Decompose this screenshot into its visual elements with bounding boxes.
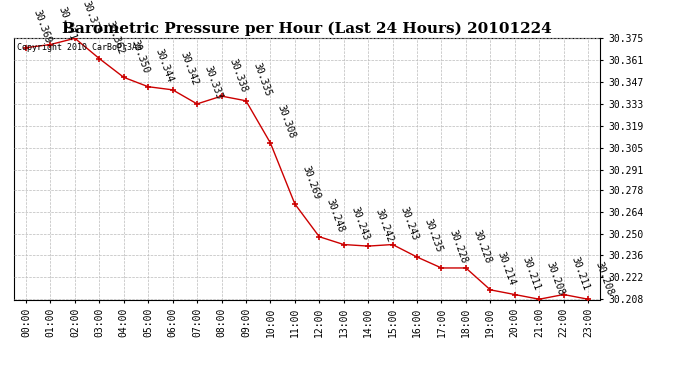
Text: 30.211: 30.211 [520, 255, 542, 292]
Text: 30.211: 30.211 [569, 255, 591, 292]
Text: 30.208: 30.208 [545, 260, 566, 297]
Text: 30.362: 30.362 [105, 19, 126, 56]
Title: Barometric Pressure per Hour (Last 24 Hours) 20101224: Barometric Pressure per Hour (Last 24 Ho… [62, 22, 552, 36]
Text: 30.338: 30.338 [227, 57, 248, 93]
Text: 30.235: 30.235 [422, 218, 444, 254]
Text: 30.371: 30.371 [56, 5, 77, 42]
Text: 30.243: 30.243 [349, 205, 371, 242]
Text: 30.333: 30.333 [203, 64, 224, 101]
Text: 30.344: 30.344 [154, 47, 175, 84]
Text: 30.350: 30.350 [129, 38, 151, 75]
Text: 30.214: 30.214 [496, 251, 518, 287]
Text: 30.342: 30.342 [178, 51, 199, 87]
Text: 30.369: 30.369 [32, 8, 53, 45]
Text: 30.228: 30.228 [447, 229, 469, 265]
Text: 30.228: 30.228 [471, 229, 493, 265]
Text: 30.375: 30.375 [81, 0, 102, 36]
Text: 30.248: 30.248 [325, 197, 346, 234]
Text: Copyright 2010 CarBoPr3Aa: Copyright 2010 CarBoPr3Aa [17, 43, 141, 52]
Text: 30.243: 30.243 [398, 205, 420, 242]
Text: 30.308: 30.308 [276, 104, 297, 140]
Text: 30.269: 30.269 [300, 165, 322, 201]
Text: 30.335: 30.335 [252, 62, 273, 98]
Text: 30.208: 30.208 [593, 260, 615, 297]
Text: 30.242: 30.242 [374, 207, 395, 243]
